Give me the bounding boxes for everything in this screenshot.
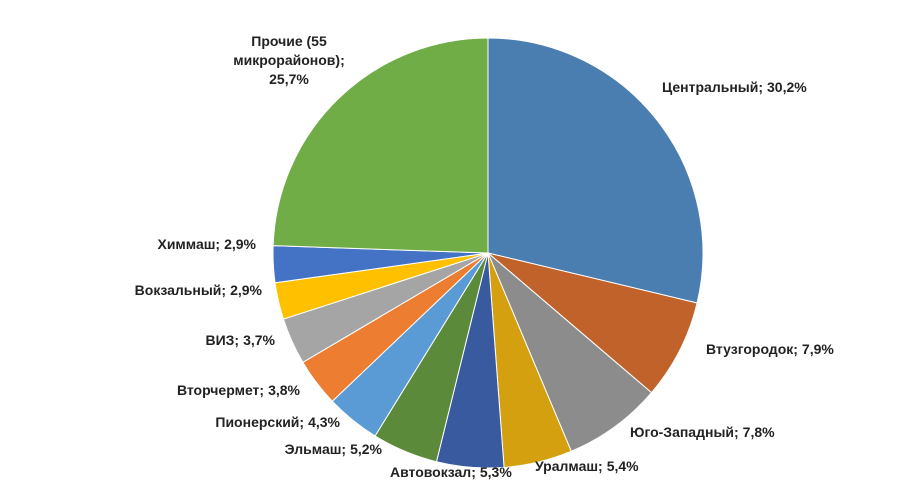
category-label: Втузгородок; xyxy=(706,341,798,357)
value-label: 25,7% xyxy=(269,71,309,87)
value-label: 3,8% xyxy=(268,382,300,398)
value-label: 5,2% xyxy=(350,441,382,457)
pie-slice xyxy=(487,37,704,304)
data-label: Пионерский; 4,3% xyxy=(215,413,340,432)
data-label: Юго-Западный; 7,8% xyxy=(630,423,775,442)
data-label: ВИЗ; 3,7% xyxy=(205,331,275,350)
category-label: Автовокзал; xyxy=(390,464,476,480)
value-label: 2,9% xyxy=(230,282,262,298)
pie-slice xyxy=(272,37,489,254)
data-label: Эльмаш; 5,2% xyxy=(285,440,382,459)
category-label: Юго-Западный; xyxy=(630,424,739,440)
data-label: Втузгородок; 7,9% xyxy=(706,340,834,359)
data-label: Химмаш; 2,9% xyxy=(157,235,256,254)
value-label: 4,3% xyxy=(308,414,340,430)
data-label: Уралмаш; 5,4% xyxy=(535,457,639,476)
value-label: 3,7% xyxy=(243,332,275,348)
category-label: Эльмаш; xyxy=(284,441,347,457)
value-label: 7,9% xyxy=(801,341,834,357)
category-label: Центральный; xyxy=(662,79,764,95)
value-label: 30,2% xyxy=(767,79,807,95)
value-label: 2,9% xyxy=(224,236,256,252)
category-label: Вокзальный; xyxy=(134,282,227,298)
value-label: 5,3% xyxy=(479,464,512,480)
category-label: Пионерский; xyxy=(215,414,305,430)
data-label: Прочие (55 микрорайонов); 25,7% xyxy=(222,32,357,89)
category-label: Прочие (55 микрорайонов); xyxy=(233,33,345,68)
data-label: Вокзальный; 2,9% xyxy=(135,281,262,300)
value-label: 5,4% xyxy=(606,458,639,474)
pie-slice xyxy=(487,252,653,452)
data-label: Автовокзал; 5,3% xyxy=(390,463,512,482)
category-label: Химмаш; xyxy=(157,236,221,252)
category-label: Уралмаш; xyxy=(535,458,603,474)
data-label: Центральный; 30,2% xyxy=(662,78,807,97)
category-label: ВИЗ; xyxy=(205,332,240,348)
data-label: Вторчермет; 3,8% xyxy=(177,381,300,400)
category-label: Вторчермет; xyxy=(176,382,265,398)
value-label: 7,8% xyxy=(742,424,775,440)
pie-slice xyxy=(487,252,698,394)
